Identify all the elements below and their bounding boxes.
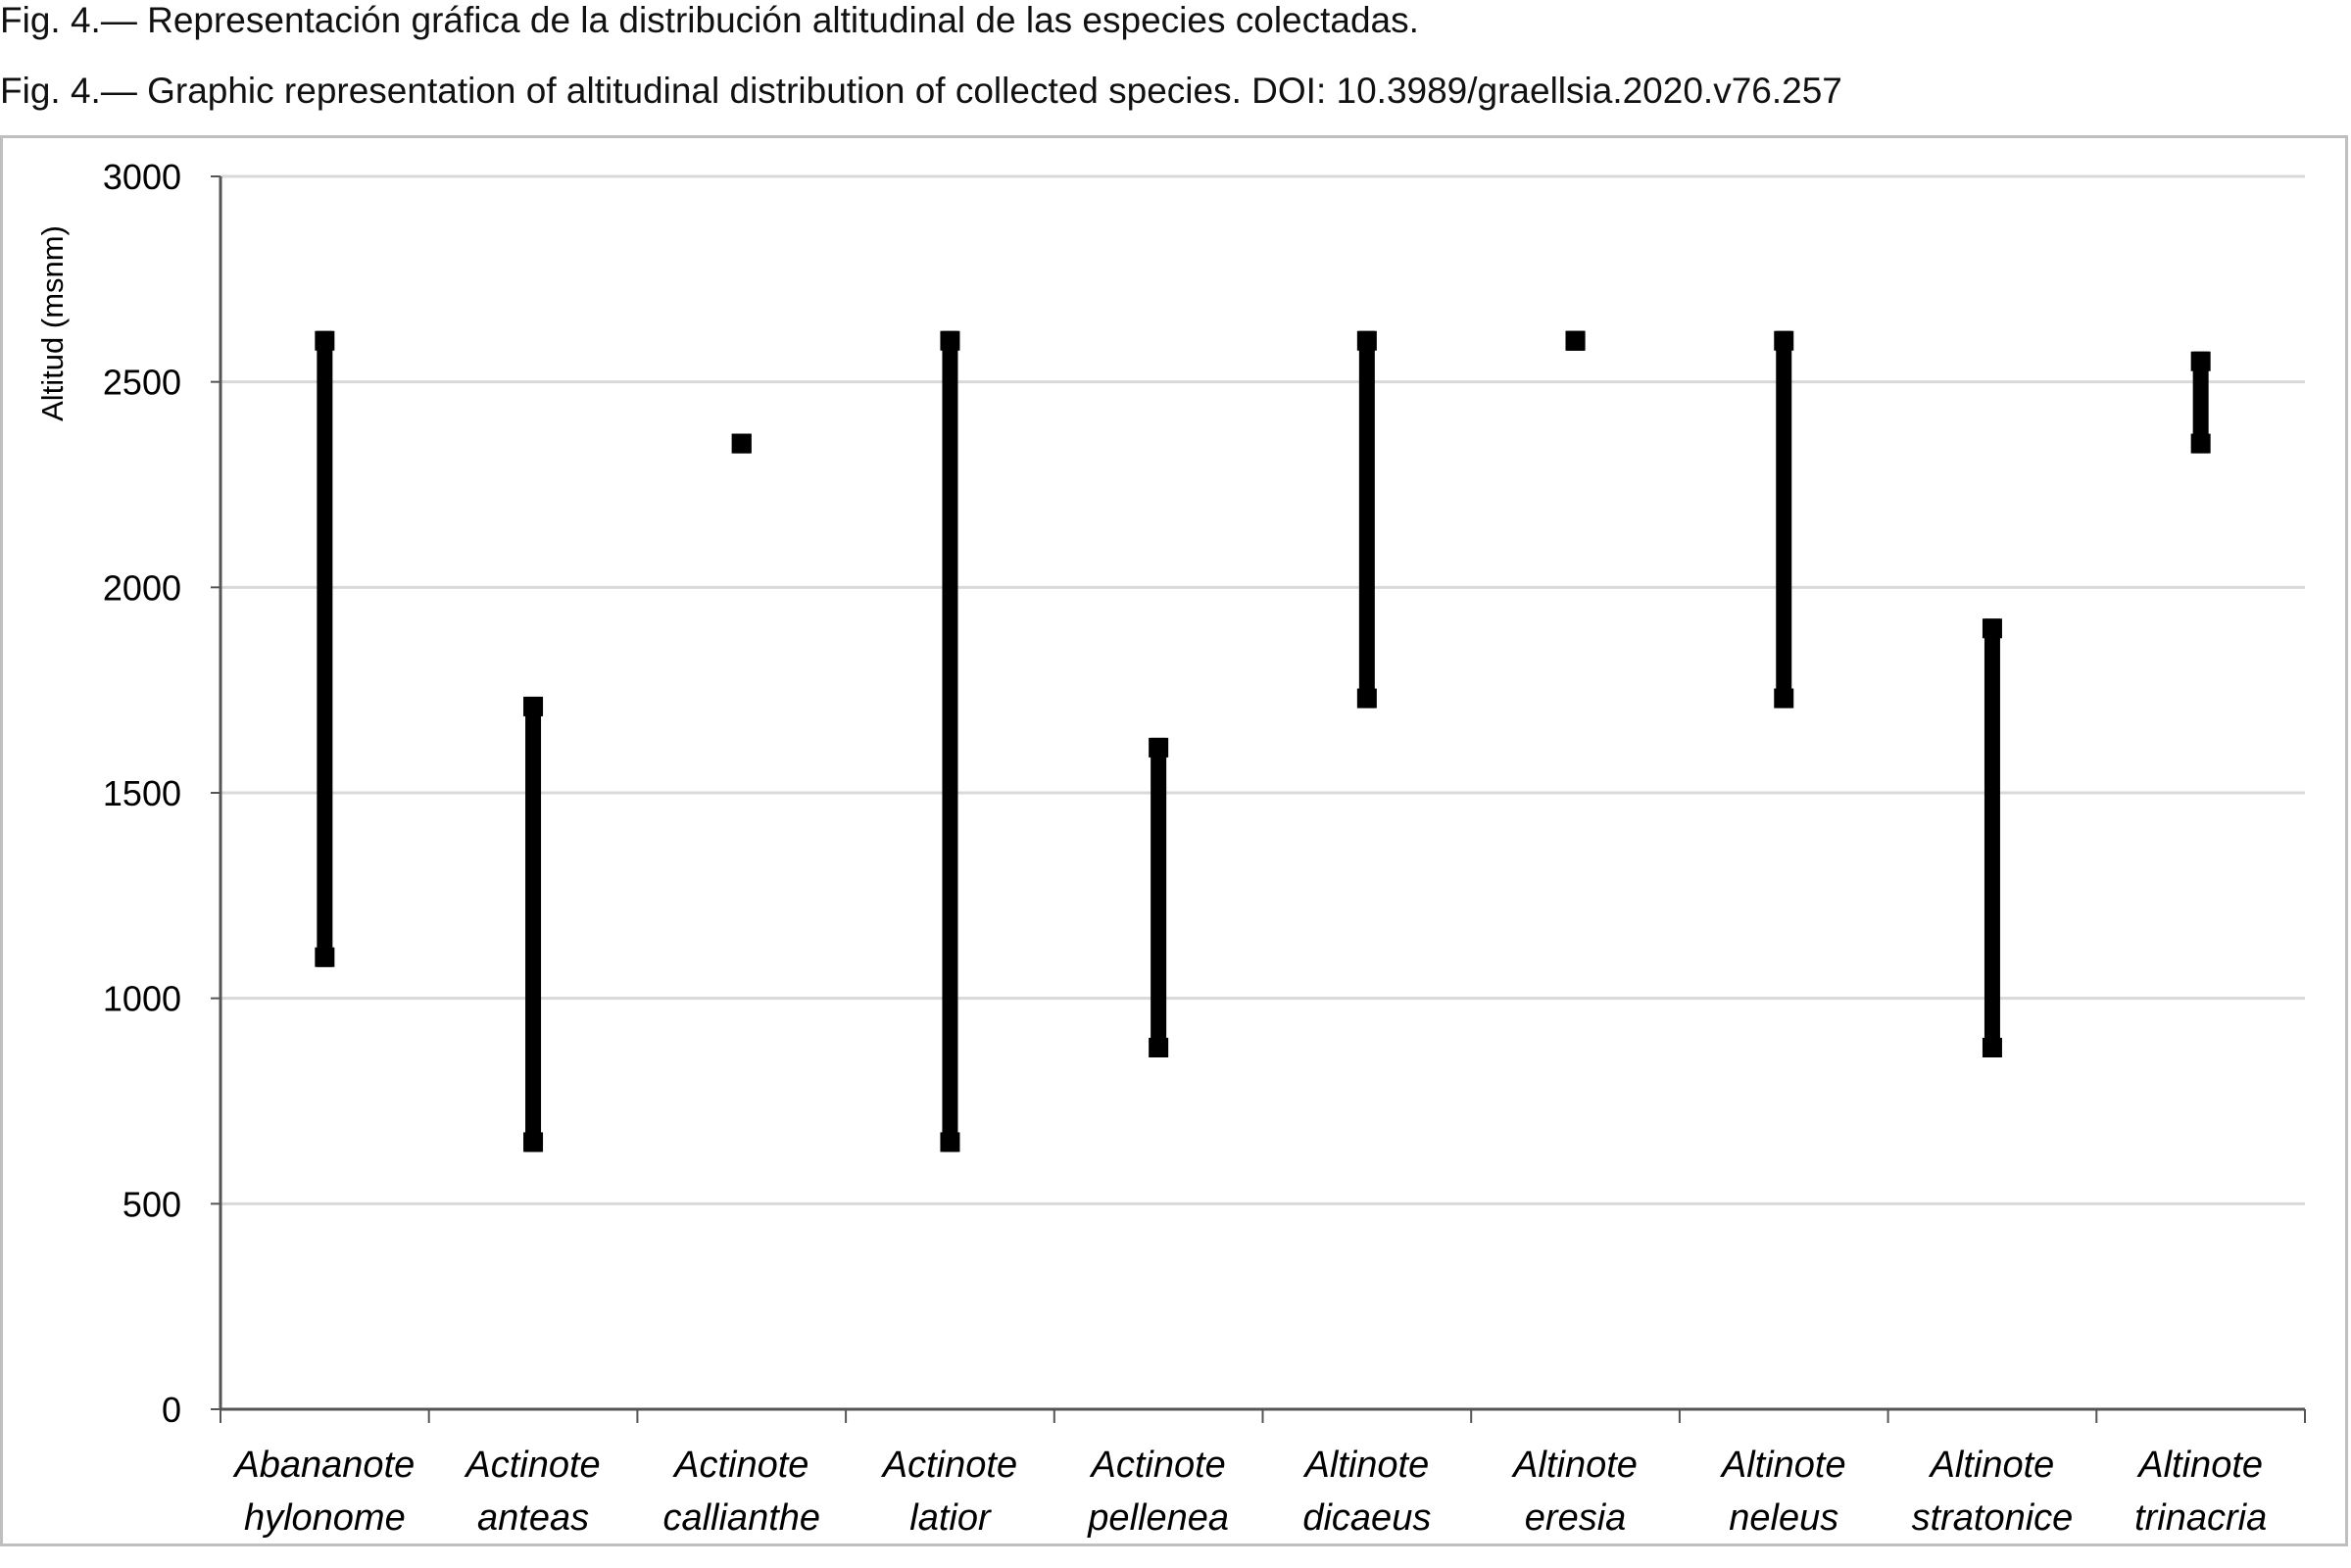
max-marker bbox=[315, 330, 335, 351]
axes bbox=[211, 175, 2306, 1423]
range-bar bbox=[525, 696, 542, 1152]
figure-caption-spanish: Fig. 4.— Representación gráfica de la di… bbox=[0, 0, 1419, 40]
category-label-genus: Actinote bbox=[1089, 1445, 1225, 1486]
max-marker bbox=[1149, 737, 1169, 758]
range-bar bbox=[1776, 330, 1792, 709]
category-label-species: callianthe bbox=[662, 1497, 820, 1539]
max-marker bbox=[1356, 330, 1377, 351]
max-marker bbox=[940, 330, 960, 351]
altitude-range-chart: 0 500 1000 1500 2000 2500 3000 Abananote hylonom… bbox=[35, 157, 2306, 1539]
min-marker bbox=[1356, 688, 1377, 709]
category-label-genus: Abananote bbox=[232, 1445, 415, 1486]
category-label-genus: Actinote bbox=[672, 1445, 808, 1486]
min-marker bbox=[2190, 433, 2211, 454]
range-bar bbox=[2192, 351, 2209, 454]
category-label-genus: Altinote bbox=[1929, 1445, 2055, 1486]
range-bar bbox=[317, 330, 333, 967]
category-label-genus: Actinote bbox=[464, 1445, 600, 1486]
min-marker bbox=[1149, 1037, 1169, 1057]
max-marker bbox=[2190, 351, 2211, 371]
y-tick-label: 2000 bbox=[103, 567, 181, 608]
min-marker bbox=[940, 1132, 960, 1152]
category-label-species: eresia bbox=[1525, 1497, 1627, 1539]
figure-caption-english: Fig. 4.— Graphic representation of altit… bbox=[0, 71, 1842, 111]
chart-frame bbox=[0, 135, 2348, 1546]
category-label-species: neleus bbox=[1729, 1497, 1838, 1539]
category-label-species: trinacria bbox=[2134, 1497, 2267, 1539]
min-marker bbox=[1565, 330, 1586, 351]
y-tick-label: 3000 bbox=[103, 157, 181, 197]
category-label-genus: Altinote bbox=[2136, 1445, 2263, 1486]
max-marker bbox=[523, 696, 544, 716]
category-label-species: dicaeus bbox=[1302, 1497, 1431, 1539]
axis-labels: 0 500 1000 1500 2000 2500 3000 Abananote hylonom… bbox=[103, 157, 2267, 1539]
category-label-genus: Altinote bbox=[1302, 1445, 1429, 1486]
min-marker bbox=[731, 433, 752, 454]
y-tick-label: 1500 bbox=[103, 773, 181, 813]
max-marker bbox=[1774, 330, 1794, 351]
category-label-genus: Altinote bbox=[1720, 1445, 1846, 1486]
range-bar bbox=[1151, 737, 1167, 1057]
min-marker bbox=[1774, 688, 1794, 709]
category-label-species: stratonice bbox=[1912, 1497, 2074, 1539]
min-marker bbox=[1982, 1037, 2002, 1057]
max-marker bbox=[1982, 618, 2002, 639]
y-axis-title: Altitud (msnm) bbox=[35, 225, 70, 421]
category-label-species: pellenea bbox=[1087, 1497, 1229, 1539]
min-marker bbox=[523, 1132, 544, 1152]
y-tick-label: 500 bbox=[122, 1184, 181, 1224]
y-tick-label: 2500 bbox=[103, 363, 181, 403]
range-bar bbox=[1358, 330, 1375, 709]
category-label-genus: Actinote bbox=[881, 1445, 1017, 1486]
category-label-genus: Altinote bbox=[1511, 1445, 1638, 1486]
range-bar bbox=[1984, 618, 2000, 1057]
min-marker bbox=[315, 947, 335, 967]
grid-lines bbox=[220, 174, 2305, 1205]
range-bars bbox=[315, 330, 2211, 1152]
y-tick-label: 1000 bbox=[103, 979, 181, 1019]
category-label-species: hylonome bbox=[244, 1497, 406, 1539]
category-label-species: latior bbox=[909, 1497, 992, 1539]
category-label-species: anteas bbox=[477, 1497, 589, 1539]
range-bar bbox=[942, 330, 958, 1152]
y-tick-label: 0 bbox=[162, 1390, 181, 1430]
